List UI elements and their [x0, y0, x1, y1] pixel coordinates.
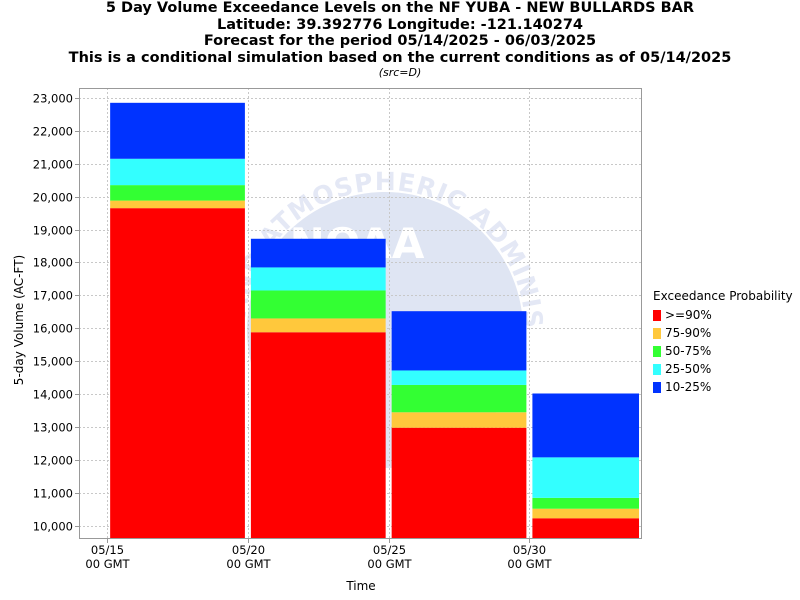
y-tick-label: 11,000: [33, 487, 73, 501]
legend-item: 50-75%: [653, 342, 793, 360]
y-tick-label: 23,000: [33, 92, 73, 106]
chart-title: 5 Day Volume Exceedance Levels on the NF…: [105, 0, 695, 16]
bar-segment: [110, 158, 245, 186]
x-tick-sublabel: 00 GMT: [226, 557, 271, 571]
bar-segment: [110, 102, 245, 159]
legend-label: >=90%: [665, 308, 712, 322]
y-tick-label: 17,000: [33, 289, 73, 303]
legend-item: 25-50%: [653, 360, 793, 378]
legend-item: 10-25%: [653, 378, 793, 396]
legend-swatch: [653, 363, 661, 375]
x-tick-sublabel: 00 GMT: [507, 557, 552, 571]
plot-frame: [79, 88, 642, 539]
bar-segment: [391, 412, 527, 428]
y-axis: 10,000 11,000 12,000 13,000 14,000 15,000 16,0…: [33, 92, 79, 534]
y-tick-label: 15,000: [33, 355, 73, 369]
x-tick-sublabel: 00 GMT: [85, 557, 130, 571]
bar-segment: [391, 427, 527, 539]
chart-location: Latitude: 39.392776 Longitude: -121.1402…: [216, 16, 584, 33]
bar-segment: [532, 508, 639, 519]
y-tick-label: 18,000: [33, 256, 73, 270]
y-tick-label: 22,000: [33, 125, 73, 139]
bar-segment: [532, 518, 639, 539]
chart-period: Forecast for the period 05/14/2025 - 06/…: [203, 33, 597, 49]
legend: Exceedance Probability >=90% 75-90% 50-75%…: [653, 289, 793, 396]
x-tick-label: 05/20: [232, 543, 265, 557]
legend-item: >=90%: [653, 306, 793, 324]
bar-segment: [250, 238, 386, 268]
bar-segment: [532, 393, 639, 458]
legend-swatch: [653, 345, 661, 357]
x-tick-label: 05/25: [373, 543, 406, 557]
y-tick-label: 10,000: [33, 520, 73, 534]
legend-swatch: [653, 381, 661, 393]
bar-segment: [250, 290, 386, 319]
bar-segment: [391, 311, 527, 371]
x-tick-label: 05/30: [513, 543, 546, 557]
legend-items: >=90% 75-90% 50-75% 25-50% 10-25%: [653, 306, 793, 396]
y-tick-label: 14,000: [33, 388, 73, 402]
y-tick-label: 13,000: [33, 421, 73, 435]
bar-segment: [391, 370, 527, 385]
chart-titles: 5 Day Volume Exceedance Levels on the NF…: [0, 0, 800, 80]
legend-item: 75-90%: [653, 324, 793, 342]
stacked-bars: [110, 102, 639, 540]
legend-swatch: [653, 309, 661, 321]
x-tick-label: 05/15: [91, 543, 124, 557]
bar-segment: [532, 497, 639, 509]
y-tick-label: 16,000: [33, 322, 73, 336]
chart-source: (src=D): [378, 66, 422, 79]
y-tick-label: 19,000: [33, 224, 73, 238]
legend-label: 50-75%: [665, 344, 712, 358]
legend-label: 25-50%: [665, 362, 712, 376]
x-axis-label: Time: [345, 579, 375, 593]
bar-segment: [250, 267, 386, 291]
bar-segment: [391, 384, 527, 413]
y-tick-label: 21,000: [33, 158, 73, 172]
bar-segment: [250, 332, 386, 539]
y-tick-label: 12,000: [33, 454, 73, 468]
legend-label: 75-90%: [665, 326, 712, 340]
chart-note: This is a conditional simulation based o…: [68, 49, 732, 66]
legend-title: Exceedance Probability: [653, 289, 793, 303]
legend-swatch: [653, 327, 661, 339]
bar-segment: [532, 457, 639, 498]
bar-segment: [110, 208, 245, 540]
legend-label: 10-25%: [665, 380, 712, 394]
bar-segment: [110, 200, 245, 209]
x-tick-sublabel: 00 GMT: [367, 557, 412, 571]
bar-segment: [110, 185, 245, 201]
y-tick-label: 20,000: [33, 191, 73, 205]
bar-segment: [250, 318, 386, 333]
y-axis-label: 5-day Volume (AC-FT): [12, 255, 26, 385]
